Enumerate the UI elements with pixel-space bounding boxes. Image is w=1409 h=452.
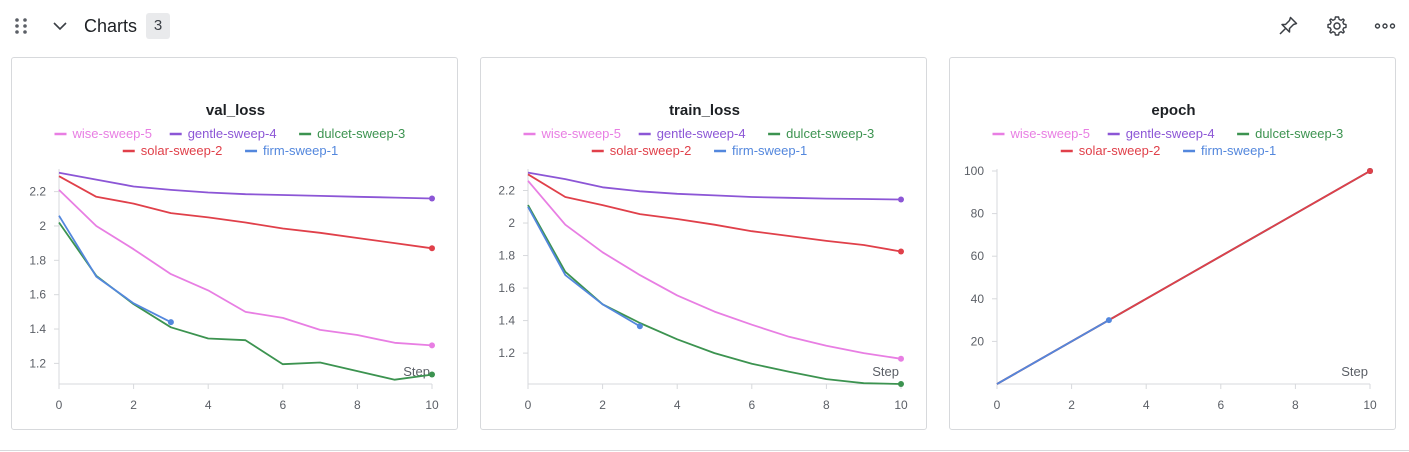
x-tick-label: 6 [1217, 398, 1224, 412]
legend-item: firm-sweep-1 [263, 143, 338, 158]
series-endpoint-wise-sweep-5 [429, 342, 435, 349]
y-tick-label: 1.4 [29, 322, 46, 336]
section-divider [0, 450, 1409, 451]
y-tick-label: 100 [964, 164, 984, 178]
x-tick-label: 0 [525, 398, 532, 412]
x-tick-label: 2 [130, 398, 137, 412]
x-tick-label: 4 [674, 398, 681, 412]
legend-item: dulcet-sweep-3 [317, 126, 405, 141]
chevron-down-icon[interactable] [50, 16, 70, 36]
chart-title: epoch [1151, 102, 1195, 119]
epoch-chart: epoch wise-sweep-5 gentle-sweep-4 dulcet-sw… [964, 102, 1377, 412]
series-endpoint-dulcet-sweep-3 [429, 371, 435, 378]
gear-icon[interactable] [1325, 14, 1349, 38]
legend-item: solar-sweep-2 [1079, 143, 1161, 158]
x-tick-label: 2 [599, 398, 606, 412]
legend-item: wise-sweep-5 [541, 126, 621, 141]
series-endpoint-solar-sweep-2 [429, 245, 435, 252]
legend-item: wise-sweep-5 [72, 126, 152, 141]
legend-item: gentle-sweep-4 [657, 126, 746, 141]
y-tick-label: 1.6 [498, 281, 515, 295]
chart-title: val_loss [206, 102, 265, 119]
series-endpoint-solar-sweep-2 [898, 248, 904, 255]
legend-item: gentle-sweep-4 [1126, 126, 1215, 141]
legend-item: dulcet-sweep-3 [1255, 126, 1343, 141]
series-line-firm-sweep-1 [58, 215, 172, 324]
section-header: Charts 3 [0, 0, 1409, 52]
drag-handle-icon[interactable] [14, 17, 28, 35]
legend-item: firm-sweep-1 [732, 143, 807, 158]
series-endpoint-firm-sweep-1 [1105, 317, 1112, 324]
y-tick-label: 60 [971, 249, 985, 263]
series-endpoint-gentle-sweep-4 [898, 196, 904, 203]
x-tick-label: 10 [425, 398, 439, 412]
section-title[interactable]: Charts [84, 16, 138, 36]
x-tick-label: 8 [1292, 398, 1299, 412]
y-tick-label: 1.8 [498, 249, 515, 263]
series-line-firm-sweep-1 [996, 319, 1110, 385]
chart-panel-epoch[interactable]: epoch wise-sweep-5 gentle-sweep-4 dulcet-sw… [949, 57, 1396, 430]
y-tick-label: 2.2 [29, 185, 46, 199]
legend-item: dulcet-sweep-3 [786, 126, 874, 141]
x-tick-label: 6 [279, 398, 286, 412]
y-tick-label: 2 [39, 219, 46, 233]
y-tick-label: 80 [971, 207, 985, 221]
y-tick-label: 2.2 [498, 184, 515, 198]
legend-item: gentle-sweep-4 [188, 126, 277, 141]
series-endpoint-solar-sweep-2 [1367, 168, 1373, 174]
x-tick-label: 4 [205, 398, 212, 412]
y-tick-label: 2 [508, 216, 515, 230]
legend-item: solar-sweep-2 [610, 143, 692, 158]
chart-count-badge: 3 [146, 13, 170, 39]
series-endpoint-firm-sweep-1 [167, 319, 174, 326]
x-tick-label: 6 [748, 398, 755, 412]
legend-item: solar-sweep-2 [141, 143, 223, 158]
train-loss-chart: train_loss wise-sweep-5 gentle-sweep-4 dulc… [498, 102, 908, 412]
x-tick-label: 10 [1363, 398, 1377, 412]
x-tick-label: 8 [354, 398, 361, 412]
series-line-firm-sweep-1 [527, 206, 641, 328]
y-tick-label: 1.2 [498, 346, 515, 360]
series-line-gentle-sweep-4 [527, 171, 902, 201]
x-tick-label: 0 [56, 398, 63, 412]
series-line-solar-sweep-2 [527, 173, 902, 253]
chart-panel-val-loss[interactable]: val_loss wise-sweep-5 gentle-sweep-4 dulcet… [11, 57, 458, 430]
x-tick-label: 0 [994, 398, 1001, 412]
series-endpoint-wise-sweep-5 [898, 355, 904, 362]
pin-icon[interactable] [1276, 14, 1300, 38]
series-endpoint-firm-sweep-1 [636, 323, 643, 330]
series-endpoint-gentle-sweep-4 [429, 195, 435, 202]
series-line-wise-sweep-5 [527, 180, 902, 360]
legend-item: firm-sweep-1 [1201, 143, 1276, 158]
y-tick-label: 1.8 [29, 253, 46, 267]
y-tick-label: 1.2 [29, 356, 46, 370]
series-line-gentle-sweep-4 [58, 171, 433, 200]
y-tick-label: 20 [971, 334, 985, 348]
legend-item: wise-sweep-5 [1010, 126, 1090, 141]
y-tick-label: 1.6 [29, 288, 46, 302]
y-tick-label: 1.4 [498, 314, 515, 328]
x-axis-label: Step [1341, 364, 1368, 379]
x-tick-label: 10 [894, 398, 908, 412]
chart-panel-train-loss[interactable]: train_loss wise-sweep-5 gentle-sweep-4 dulc… [480, 57, 927, 430]
more-horizontal-icon[interactable] [1373, 14, 1397, 38]
val-loss-chart: val_loss wise-sweep-5 gentle-sweep-4 dulcet… [29, 102, 439, 412]
series-line-dulcet-sweep-3 [527, 204, 902, 385]
x-tick-label: 8 [823, 398, 830, 412]
y-tick-label: 40 [971, 292, 985, 306]
series-endpoint-dulcet-sweep-3 [898, 381, 904, 387]
x-axis-label: Step [872, 364, 899, 379]
series-line-wise-sweep-5 [58, 189, 433, 347]
x-tick-label: 4 [1143, 398, 1150, 412]
series-line-dulcet-sweep-3 [58, 221, 433, 381]
series-line-solar-sweep-2 [58, 175, 433, 250]
chart-title: train_loss [669, 102, 740, 119]
x-tick-label: 2 [1068, 398, 1075, 412]
